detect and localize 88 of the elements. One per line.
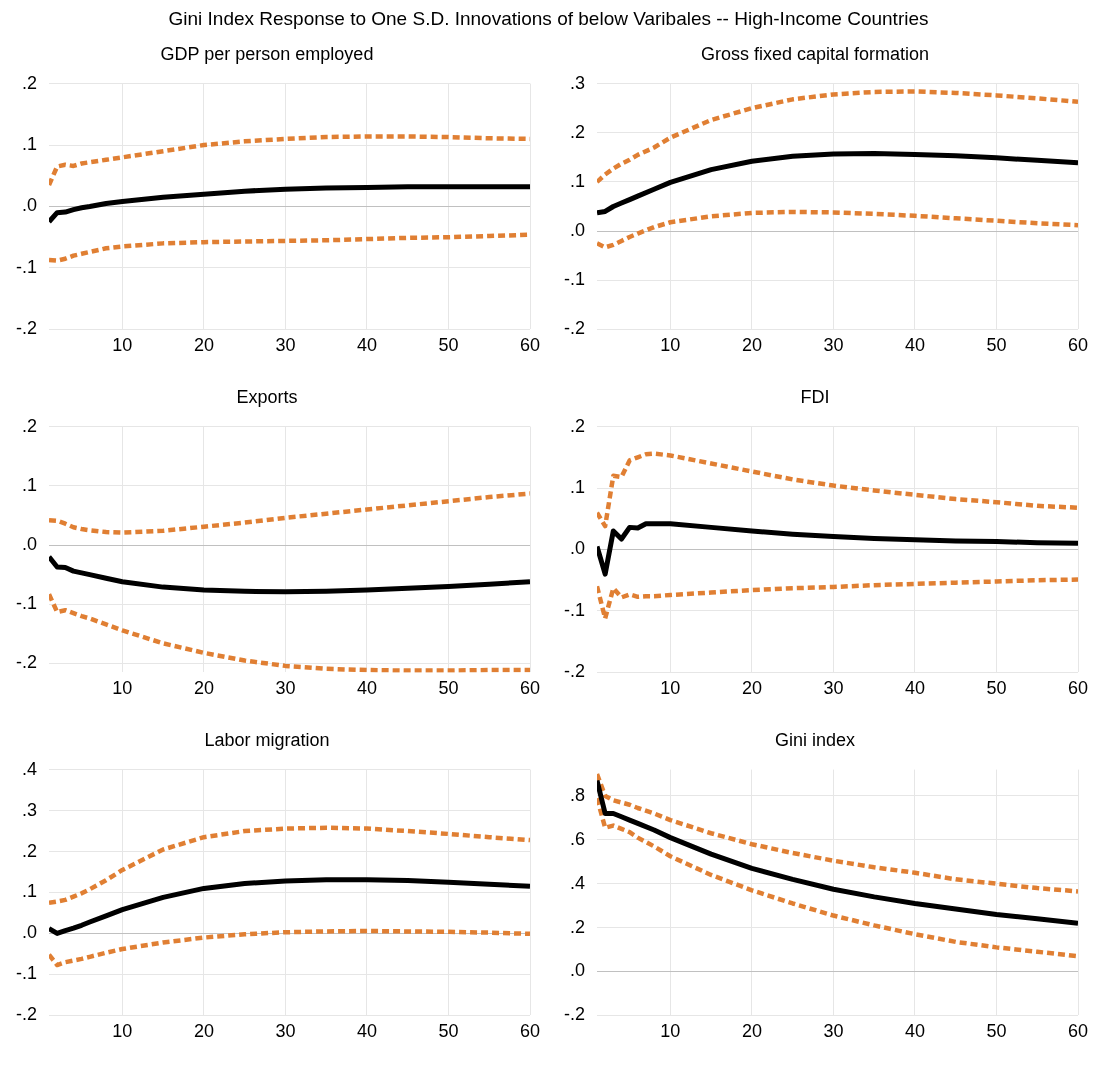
y-tick-label: -.2 [15, 318, 38, 339]
x-tick-label: 30 [275, 335, 296, 356]
y-tick-label: .0 [569, 960, 586, 981]
y-tick-label: -.2 [563, 1004, 586, 1025]
line-series [597, 577, 1078, 621]
x-tick-label: 40 [356, 1021, 377, 1042]
y-tick-label: .2 [21, 72, 38, 93]
x-tick-label: 60 [1067, 678, 1089, 699]
y-tick-label: .2 [569, 415, 586, 436]
chart-title: GDP per person employed [160, 43, 374, 64]
y-tick-label: .1 [21, 881, 38, 902]
line-series [597, 795, 1078, 959]
y-tick-label: -.1 [563, 269, 586, 290]
x-tick-label: 10 [112, 678, 133, 699]
x-tick-label: 50 [438, 335, 459, 356]
line-series [597, 451, 1078, 529]
line-series [49, 591, 530, 673]
y-tick-label: .0 [21, 922, 38, 943]
y-tick-label: .1 [21, 474, 38, 495]
line-series [597, 89, 1078, 185]
y-tick-label: .3 [21, 799, 38, 820]
x-tick-label: 60 [519, 335, 541, 356]
x-tick-label: 40 [904, 1021, 925, 1042]
x-tick-label: 40 [904, 335, 925, 356]
x-tick-label: 40 [904, 678, 925, 699]
chart-title: Gross fixed capital formation [700, 43, 930, 64]
x-tick-label: 10 [660, 1021, 681, 1042]
x-tick-label: 50 [986, 335, 1007, 356]
x-tick-label: 60 [1067, 335, 1089, 356]
y-tick-label: -.1 [15, 593, 38, 614]
y-tick-label: .0 [21, 195, 38, 216]
y-tick-label: -.2 [563, 318, 586, 339]
x-tick-label: 30 [823, 1021, 844, 1042]
y-tick-label: .6 [569, 828, 586, 849]
y-tick-label: .3 [569, 72, 586, 93]
x-tick-label: 40 [356, 678, 377, 699]
line-series [49, 928, 530, 968]
x-tick-label: 20 [193, 678, 214, 699]
line-series [597, 209, 1078, 250]
x-tick-label: 60 [1067, 1021, 1089, 1042]
x-tick-label: 30 [275, 678, 296, 699]
line-series [49, 491, 530, 535]
x-tick-label: 20 [193, 1021, 214, 1042]
y-tick-label: .4 [569, 872, 586, 893]
x-tick-label: 20 [741, 1021, 762, 1042]
x-tick-label: 30 [275, 1021, 296, 1042]
text: Gini Index Response to One S.D. Innovations of below Varibales -- High-Income Countries [167, 8, 930, 30]
chart-title: Labor migration [204, 729, 330, 750]
y-tick-label: .1 [21, 134, 38, 155]
y-tick-label: .2 [569, 916, 586, 937]
y-tick-label: .8 [569, 784, 586, 805]
chart-title: FDI [800, 386, 830, 407]
x-tick-label: 30 [823, 335, 844, 356]
y-tick-label: -.1 [15, 963, 38, 984]
x-tick-label: 60 [519, 1021, 541, 1042]
chart-title: Gini index [774, 729, 856, 750]
x-tick-label: 50 [438, 678, 459, 699]
x-tick-label: 10 [112, 335, 133, 356]
x-tick-label: 20 [193, 335, 214, 356]
x-tick-label: 10 [660, 335, 681, 356]
y-tick-label: -.1 [15, 256, 38, 277]
y-tick-label: .4 [21, 758, 38, 779]
line-series [49, 232, 530, 263]
x-tick-label: 50 [986, 678, 1007, 699]
line-series [49, 825, 530, 905]
y-tick-label: .0 [21, 534, 38, 555]
x-tick-label: 60 [519, 678, 541, 699]
y-tick-label: .1 [569, 477, 586, 498]
y-tick-label: .0 [569, 220, 586, 241]
y-tick-label: -.2 [15, 652, 38, 673]
y-tick-label: .2 [569, 121, 586, 142]
y-tick-label: .2 [21, 415, 38, 436]
y-tick-label: -.1 [563, 599, 586, 620]
y-tick-label: -.2 [15, 1004, 38, 1025]
x-tick-label: 10 [660, 678, 681, 699]
chart-title: Exports [236, 386, 298, 407]
y-tick-label: .1 [569, 170, 586, 191]
x-tick-label: 40 [356, 335, 377, 356]
x-tick-label: 50 [986, 1021, 1007, 1042]
x-tick-label: 20 [741, 335, 762, 356]
y-tick-label: .0 [569, 538, 586, 559]
y-tick-label: .2 [21, 840, 38, 861]
x-tick-label: 20 [741, 678, 762, 699]
line-series [597, 771, 1078, 894]
x-tick-label: 10 [112, 1021, 133, 1042]
y-tick-label: -.2 [563, 661, 586, 682]
x-tick-label: 50 [438, 1021, 459, 1042]
x-tick-label: 30 [823, 678, 844, 699]
